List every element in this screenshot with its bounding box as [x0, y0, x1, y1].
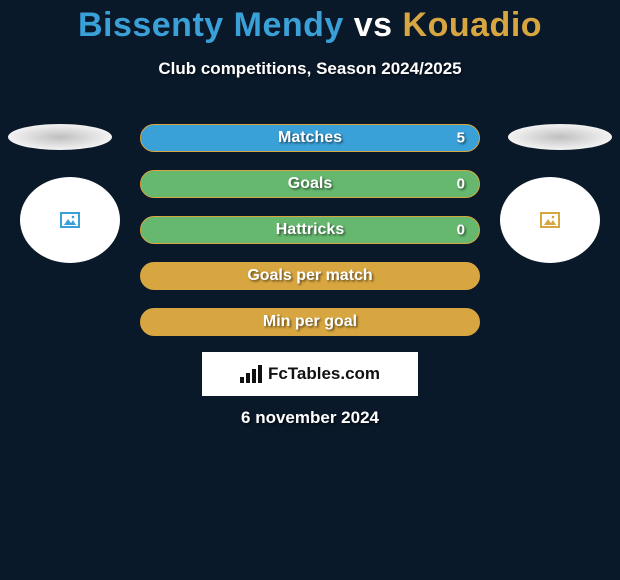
stat-label: Goals per match — [141, 267, 479, 285]
image-icon — [64, 215, 76, 225]
stat-label: Hattricks — [141, 221, 479, 239]
attribution-text: FcTables.com — [268, 364, 380, 384]
stat-label: Min per goal — [141, 313, 479, 331]
subtitle: Club competitions, Season 2024/2025 — [0, 59, 620, 79]
stat-value: 0 — [457, 176, 465, 193]
player2-name: Kouadio — [403, 6, 542, 44]
image-icon — [544, 215, 556, 225]
player1-name: Bissenty Mendy — [78, 6, 344, 44]
stat-row: Goals per match — [140, 262, 480, 290]
player2-shadow-ellipse — [508, 124, 612, 150]
stat-row: Hattricks0 — [140, 216, 480, 244]
date-text: 6 november 2024 — [0, 408, 620, 428]
attribution-content: FcTables.com — [240, 364, 380, 384]
bars-icon — [240, 365, 264, 383]
stat-row: Matches5 — [140, 124, 480, 152]
comparison-card: Bissenty Mendy vs Kouadio Club competiti… — [0, 0, 620, 580]
player2-club-circle — [500, 177, 600, 263]
stat-row: Goals0 — [140, 170, 480, 198]
stat-value: 5 — [457, 130, 465, 147]
stat-value: 0 — [457, 222, 465, 239]
player2-club-badge — [540, 212, 560, 228]
vs-separator: vs — [354, 6, 393, 44]
stat-label: Matches — [141, 129, 479, 147]
stat-label: Goals — [141, 175, 479, 193]
player1-club-badge — [60, 212, 80, 228]
attribution-box: FcTables.com — [202, 352, 418, 396]
stats-block: Matches5Goals0Hattricks0Goals per matchM… — [140, 124, 480, 354]
stat-row: Min per goal — [140, 308, 480, 336]
player1-shadow-ellipse — [8, 124, 112, 150]
player1-club-circle — [20, 177, 120, 263]
title: Bissenty Mendy vs Kouadio — [0, 0, 620, 45]
